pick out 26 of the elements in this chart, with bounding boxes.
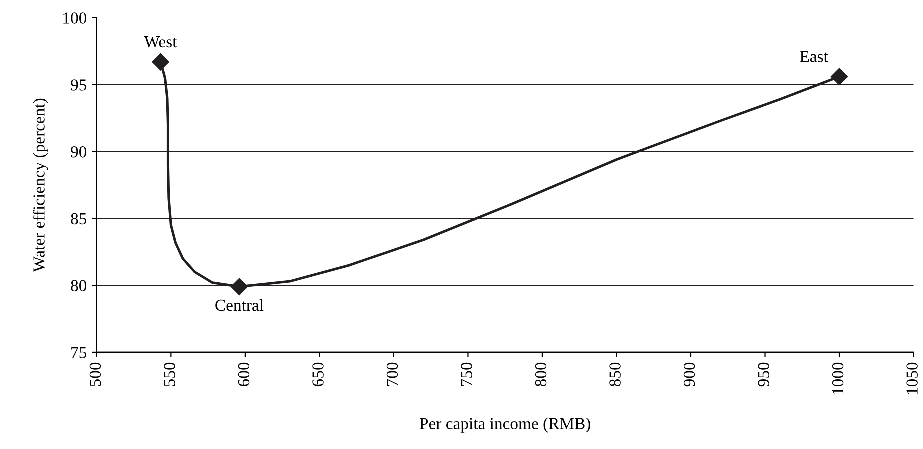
x-tick-label: 750: [461, 362, 472, 386]
y-tick-label: 100: [64, 12, 87, 24]
x-tick-label: 650: [312, 362, 324, 386]
x-tick-label: 500: [90, 362, 102, 386]
y-tick-label: 85: [71, 213, 87, 225]
annotation: Central: [216, 299, 264, 312]
x-tick-label: 1050: [906, 362, 918, 394]
y-tick-label: 80: [71, 280, 87, 292]
x-tick-label: 900: [684, 362, 696, 387]
x-tick-label: 1000: [832, 362, 844, 394]
x-tick-label: 550: [164, 362, 176, 386]
point: [830, 68, 848, 86]
x-tick-label: 850: [610, 362, 621, 387]
point: [230, 278, 248, 296]
y-tick-label: 75: [72, 347, 87, 358]
y-axis-title: Water efficiency (percent): [32, 98, 48, 272]
y-tick-label: 90: [71, 146, 87, 158]
annotation: West: [144, 36, 178, 48]
x-tick-label: 800: [535, 362, 547, 387]
x-tick-label: 600: [238, 362, 250, 386]
y-tick-label: 95: [71, 80, 87, 91]
x-tick-label: 950: [758, 362, 770, 387]
x-tick-label: 700: [386, 362, 398, 386]
point: [152, 54, 170, 71]
x-axis-title: Per capita income (RMB): [420, 418, 590, 433]
annotation: East: [800, 51, 828, 62]
